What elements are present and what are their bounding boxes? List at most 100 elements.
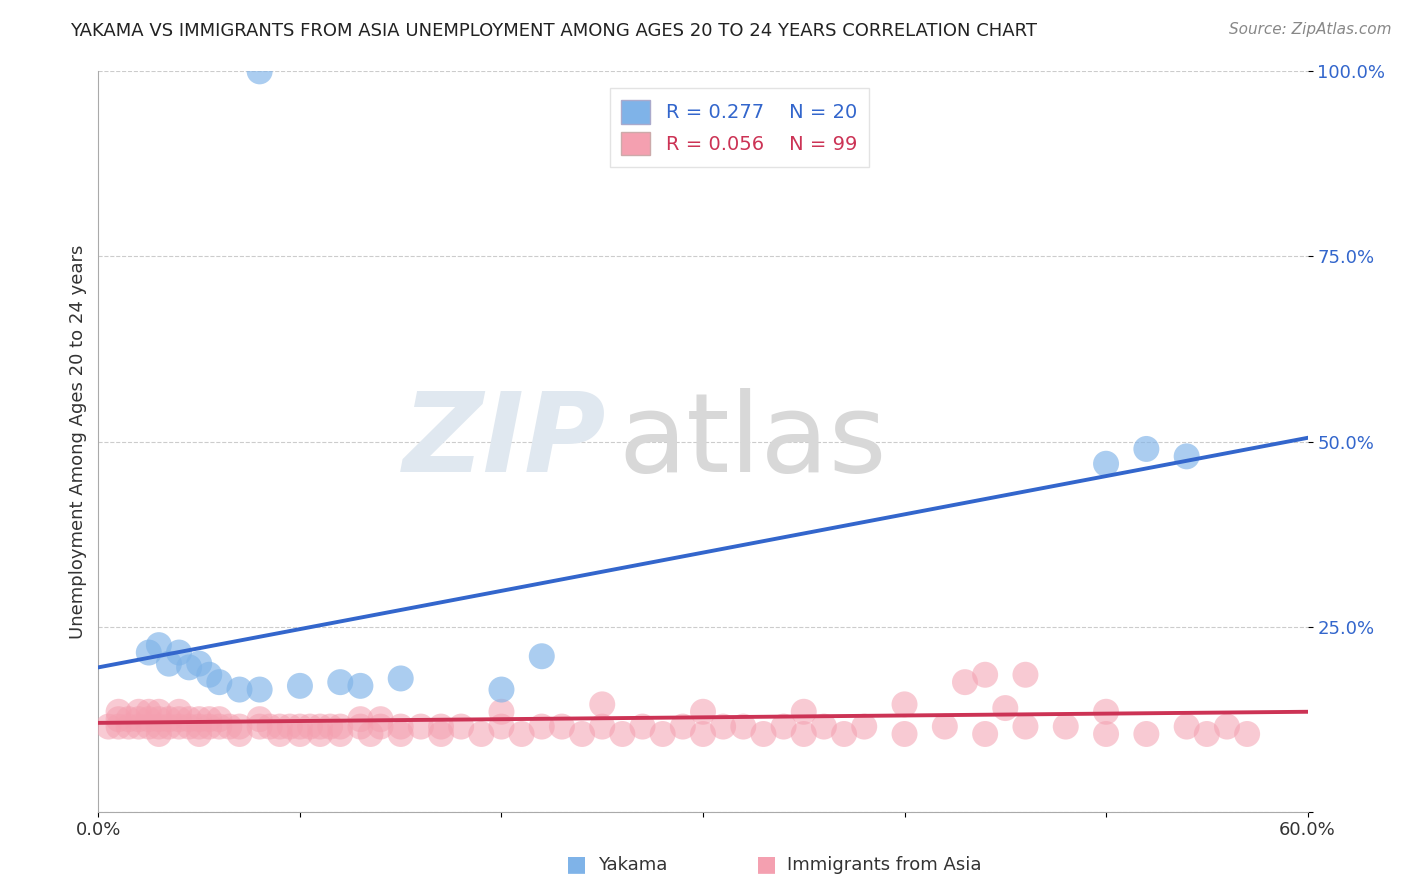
Point [612,727,634,741]
Point [974,667,997,681]
Point [1175,720,1198,734]
Point [510,727,533,741]
Text: Source: ZipAtlas.com: Source: ZipAtlas.com [1229,22,1392,37]
Point [491,720,513,734]
Point [389,727,412,741]
Point [530,649,553,664]
Point [349,679,371,693]
Point [269,720,291,734]
Point [1014,667,1036,681]
Point [167,705,190,719]
Text: ■: ■ [567,854,586,873]
Point [228,727,250,741]
Point [711,720,734,734]
Point [329,720,352,734]
Point [198,720,221,734]
Point [793,727,815,741]
Point [188,712,211,726]
Point [1135,727,1157,741]
Point [813,720,835,734]
Point [329,675,352,690]
Point [692,727,714,741]
Text: ■: ■ [756,854,776,873]
Point [571,727,593,741]
Point [228,720,250,734]
Point [118,720,141,734]
Point [329,727,352,741]
Point [1175,450,1198,464]
Point [157,720,180,734]
Point [450,720,472,734]
Point [1054,720,1077,734]
Point [651,727,673,741]
Point [309,727,332,741]
Point [934,720,956,734]
Point [107,705,129,719]
Point [148,727,170,741]
Point [179,720,201,734]
Point [167,712,190,726]
Point [953,675,976,690]
Point [551,720,574,734]
Point [832,727,855,741]
Point [793,705,815,719]
Point [208,720,231,734]
Point [530,720,553,734]
Point [128,705,150,719]
Text: Immigrants from Asia: Immigrants from Asia [787,855,981,873]
Point [188,727,211,741]
Point [389,720,412,734]
Point [1095,705,1118,719]
Point [591,698,613,712]
Point [752,727,775,741]
Point [249,64,271,78]
Point [370,712,392,726]
Point [1135,442,1157,456]
Legend: R = 0.277    N = 20, R = 0.056    N = 99: R = 0.277 N = 20, R = 0.056 N = 99 [610,88,869,167]
Point [208,675,231,690]
Point [1095,457,1118,471]
Point [1014,720,1036,734]
Point [167,720,190,734]
Text: Yakama: Yakama [598,855,666,873]
Point [299,720,322,734]
Point [288,720,311,734]
Text: ZIP: ZIP [402,388,606,495]
Point [491,705,513,719]
Point [249,720,271,734]
Point [309,720,332,734]
Point [138,720,160,734]
Point [1195,727,1218,741]
Point [733,720,755,734]
Point [148,705,170,719]
Point [409,720,432,734]
Point [249,682,271,697]
Point [107,712,129,726]
Point [198,712,221,726]
Point [157,657,180,671]
Point [288,679,311,693]
Point [470,727,492,741]
Y-axis label: Unemployment Among Ages 20 to 24 years: Unemployment Among Ages 20 to 24 years [69,244,87,639]
Point [349,720,371,734]
Point [97,720,120,734]
Point [692,705,714,719]
Point [631,720,654,734]
Point [128,720,150,734]
Point [269,727,291,741]
Point [772,720,794,734]
Point [179,660,201,674]
Point [591,720,613,734]
Point [278,720,301,734]
Point [118,712,141,726]
Point [893,698,915,712]
Point [107,720,129,734]
Point [188,657,211,671]
Point [148,720,170,734]
Point [249,712,271,726]
Point [853,720,876,734]
Point [288,727,311,741]
Point [389,672,412,686]
Point [259,720,281,734]
Point [228,682,250,697]
